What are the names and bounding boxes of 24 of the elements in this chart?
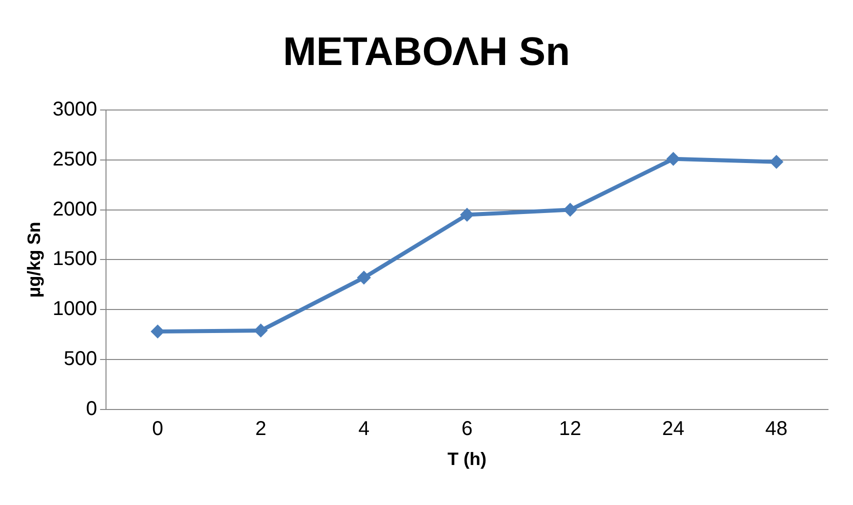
point bbox=[769, 154, 784, 169]
y-axis-title: μg/kg Sn bbox=[24, 222, 44, 298]
x-axis-title: T (h) bbox=[448, 449, 487, 470]
y-tick-label: 2500 bbox=[52, 148, 98, 170]
point bbox=[563, 202, 578, 217]
point bbox=[254, 324, 268, 338]
y-tick-label: 3000 bbox=[52, 98, 98, 121]
y-tick-label: 1000 bbox=[52, 298, 98, 320]
y-tick-label: 500 bbox=[64, 348, 98, 370]
x-tick-label: 2 bbox=[255, 418, 266, 440]
y-tick-label: 2000 bbox=[52, 198, 98, 220]
point bbox=[460, 208, 474, 222]
point bbox=[150, 324, 165, 339]
x-tick-label: 6 bbox=[461, 418, 473, 440]
point bbox=[666, 152, 680, 166]
point bbox=[356, 270, 371, 285]
y-tick-label: 0 bbox=[86, 398, 98, 420]
y-tick-label: 1500 bbox=[52, 248, 98, 270]
x-tick-label: 4 bbox=[358, 418, 370, 440]
chart-title: ΜΕΤΑΒΟΛΗ Sn bbox=[282, 30, 572, 75]
x-tick-label: 12 bbox=[559, 418, 582, 440]
x-tick-label: 48 bbox=[765, 418, 788, 440]
x-tick-label: 0 bbox=[152, 418, 164, 440]
x-tick-label: 24 bbox=[662, 418, 684, 440]
